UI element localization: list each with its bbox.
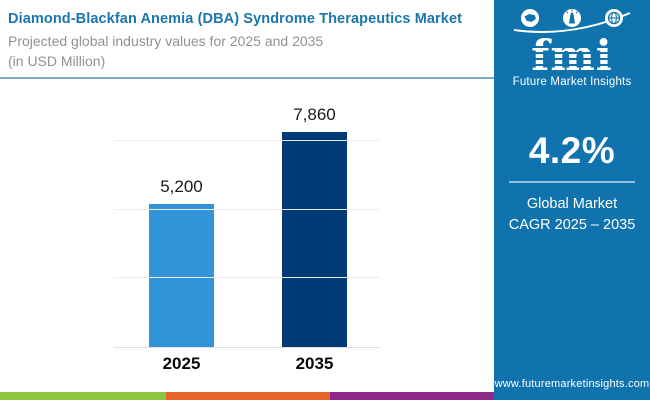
usa-map-icon bbox=[521, 9, 539, 27]
gridline bbox=[114, 208, 380, 210]
cagr-label-line-2: CAGR 2025 – 2035 bbox=[508, 217, 636, 234]
gridline bbox=[114, 277, 380, 279]
fmi-wordmark: fmi bbox=[529, 31, 616, 80]
strip-segment-orange bbox=[166, 392, 330, 400]
subtitle-line-2: (in USD Million) bbox=[8, 53, 106, 69]
footer-color-strip bbox=[0, 392, 494, 400]
x-tick-label-2035: 2035 bbox=[295, 354, 334, 373]
website-link[interactable]: www.futuremarketinsights.com bbox=[494, 378, 650, 390]
bar-2025 bbox=[149, 204, 214, 347]
plot-area: 5,200 7,860 2025 2035 bbox=[114, 105, 380, 373]
strip-segment-purple bbox=[330, 392, 494, 400]
page-title: Diamond-Blackfan Anemia (DBA) Syndrome T… bbox=[8, 11, 463, 27]
bar-group-2035: 7,860 bbox=[282, 105, 347, 347]
globe-icon bbox=[605, 9, 623, 27]
page-subtitle: Projected global industry values for 202… bbox=[8, 32, 486, 72]
sidebar: fmi Future Market Insights 4.2% Global M… bbox=[494, 0, 650, 400]
cagr-block: 4.2% Global Market CAGR 2025 – 2035 bbox=[494, 130, 650, 236]
bar-2035 bbox=[282, 132, 347, 347]
bar-value-label: 5,200 bbox=[160, 177, 203, 196]
header-divider bbox=[0, 77, 494, 79]
cagr-divider bbox=[509, 181, 635, 183]
cagr-label-line-1: Global Market bbox=[526, 196, 618, 212]
x-tick-label-2025: 2025 bbox=[162, 354, 201, 373]
gridline bbox=[114, 140, 380, 142]
bar-value-label: 7,860 bbox=[293, 105, 336, 124]
statue-of-liberty-icon bbox=[563, 9, 581, 27]
cagr-value: 4.2% bbox=[528, 130, 616, 171]
header: Diamond-Blackfan Anemia (DBA) Syndrome T… bbox=[0, 0, 494, 72]
fmi-logo-icons bbox=[513, 9, 631, 33]
fmi-logo: fmi Future Market Insights bbox=[494, 7, 650, 88]
fmi-logo-caption: Future Market Insights bbox=[512, 76, 632, 88]
bar-group-2025: 5,200 bbox=[149, 177, 214, 347]
x-axis-baseline bbox=[114, 347, 380, 348]
subtitle-line-1: Projected global industry values for 202… bbox=[8, 33, 324, 50]
strip-segment-green bbox=[0, 392, 166, 400]
